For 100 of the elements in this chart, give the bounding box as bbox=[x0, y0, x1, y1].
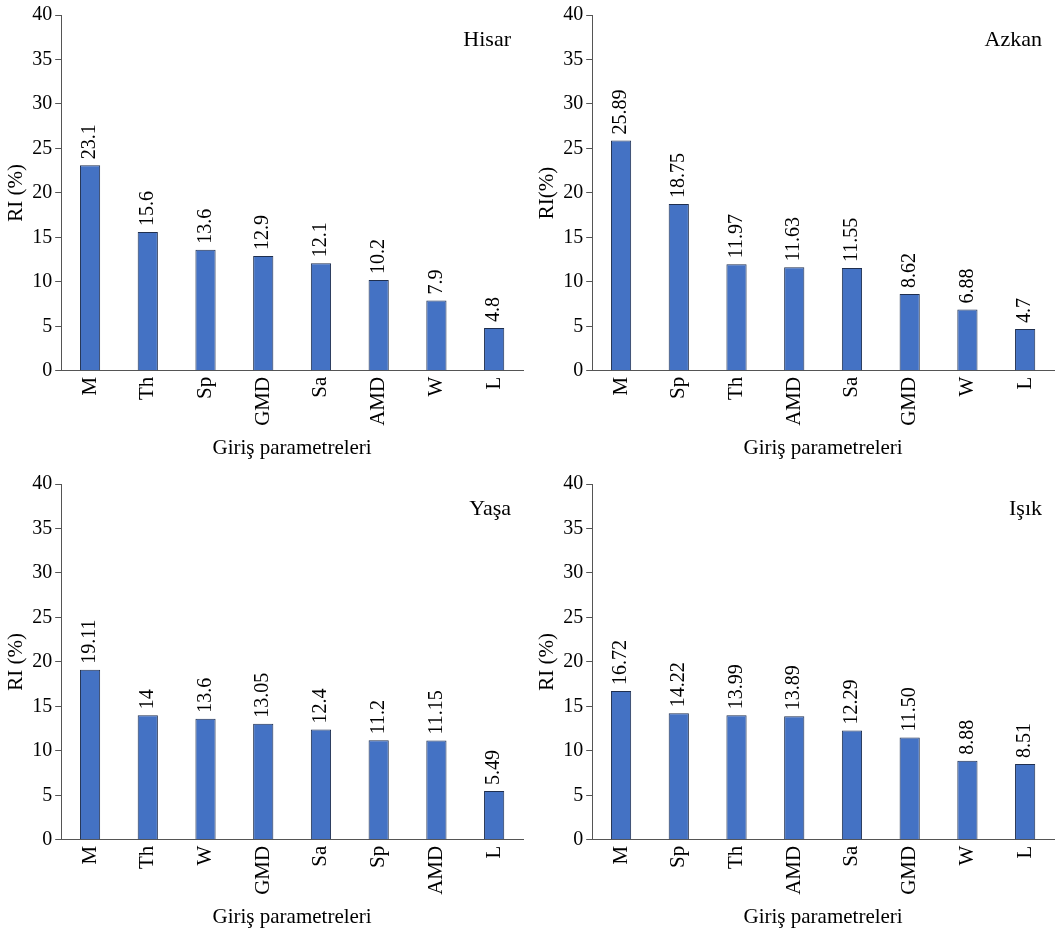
y-tick-label: 25 bbox=[32, 604, 53, 627]
data-label: 14.22 bbox=[666, 662, 689, 708]
x-tick-label: M bbox=[607, 376, 632, 396]
data-label: 11.63 bbox=[781, 217, 804, 262]
y-tick-label: 35 bbox=[32, 46, 53, 69]
data-label: 15.6 bbox=[135, 191, 158, 227]
y-tick-label: 20 bbox=[32, 180, 53, 203]
x-tick-label: M bbox=[76, 845, 101, 865]
data-label: 14 bbox=[135, 689, 158, 710]
y-tick-label: 0 bbox=[573, 827, 584, 850]
x-tick-label: Th bbox=[134, 376, 159, 401]
x-tick-label: W bbox=[422, 376, 447, 397]
y-tick-label: 20 bbox=[563, 180, 584, 203]
x-tick-label: GMD bbox=[249, 376, 274, 426]
x-tick-label: GMD bbox=[896, 376, 921, 426]
data-label: 12.29 bbox=[839, 679, 862, 725]
data-label: 11.55 bbox=[839, 217, 862, 263]
y-tick-label: 35 bbox=[32, 515, 53, 538]
x-tick-label: GMD bbox=[249, 845, 274, 895]
y-tick-label: 30 bbox=[32, 91, 53, 114]
y-tick-label: 40 bbox=[32, 471, 53, 494]
x-tick-label: L bbox=[480, 845, 505, 859]
y-axis-title: RI (%) bbox=[3, 633, 28, 691]
y-tick-label: 35 bbox=[563, 46, 584, 69]
y-axis-title: RI (%) bbox=[534, 633, 559, 691]
y-tick-label: 5 bbox=[42, 782, 53, 805]
x-tick-label: Sa bbox=[307, 845, 332, 867]
y-tick-label: 20 bbox=[32, 649, 53, 672]
y-tick-label: 40 bbox=[563, 471, 584, 494]
y-tick-label: 0 bbox=[42, 827, 53, 850]
y-axis-title: RI (%) bbox=[3, 164, 28, 222]
data-label: 18.75 bbox=[666, 153, 689, 199]
y-tick-label: 25 bbox=[563, 604, 584, 627]
x-tick-label: W bbox=[953, 845, 978, 866]
y-tick-label: 0 bbox=[42, 358, 53, 381]
x-tick-label: Sp bbox=[665, 376, 690, 399]
x-tick-label: Sp bbox=[192, 376, 217, 399]
data-label: 8.88 bbox=[954, 719, 977, 755]
data-label: 10.2 bbox=[365, 239, 388, 275]
x-tick-label: AMD bbox=[780, 376, 805, 426]
x-tick-label: GMD bbox=[896, 845, 921, 895]
text: Azkan bbox=[984, 25, 1042, 51]
y-tick-label: 0 bbox=[573, 358, 584, 381]
y-tick-label: 5 bbox=[573, 782, 584, 805]
data-label: 13.89 bbox=[781, 665, 804, 711]
x-axis-title: Giriş parametreleri bbox=[212, 434, 372, 459]
data-label: 16.72 bbox=[608, 640, 631, 686]
data-label: 11.97 bbox=[723, 214, 746, 259]
x-tick-label: Th bbox=[723, 845, 748, 870]
data-label: 12.1 bbox=[308, 222, 331, 258]
data-label: 6.88 bbox=[954, 268, 977, 304]
text: Işık bbox=[1009, 494, 1042, 520]
x-tick-label: M bbox=[76, 376, 101, 396]
x-axis-title: Giriş parametreleri bbox=[743, 434, 903, 459]
y-tick-label: 15 bbox=[563, 224, 584, 247]
y-axis-title: RI(%) bbox=[534, 166, 559, 220]
data-label: 11.2 bbox=[365, 699, 388, 735]
y-tick-label: 25 bbox=[563, 135, 584, 158]
data-label: 23.1 bbox=[77, 124, 100, 160]
x-axis-title: Giriş parametreleri bbox=[212, 903, 372, 928]
y-tick-label: 30 bbox=[563, 91, 584, 114]
y-tick-label: 30 bbox=[32, 560, 53, 583]
y-tick-label: 30 bbox=[563, 560, 584, 583]
y-tick-label: 10 bbox=[563, 738, 584, 761]
x-tick-label: L bbox=[480, 376, 505, 390]
x-tick-label: AMD bbox=[422, 845, 447, 895]
x-tick-label: L bbox=[1011, 376, 1036, 390]
x-tick-label: W bbox=[953, 376, 978, 397]
x-tick-label: W bbox=[192, 845, 217, 866]
y-tick-label: 10 bbox=[563, 269, 584, 292]
data-label: 12.4 bbox=[308, 688, 331, 724]
x-tick-label: M bbox=[607, 845, 632, 865]
x-tick-label: AMD bbox=[365, 376, 390, 426]
data-label: 8.51 bbox=[1012, 723, 1035, 759]
data-label: 13.05 bbox=[250, 672, 273, 718]
x-tick-label: Sp bbox=[365, 845, 390, 868]
y-tick-label: 5 bbox=[42, 313, 53, 336]
data-label: 8.62 bbox=[896, 253, 919, 289]
y-tick-label: 5 bbox=[573, 313, 584, 336]
data-label: 13.6 bbox=[192, 677, 215, 713]
x-tick-label: Th bbox=[134, 845, 159, 870]
data-label: 4.8 bbox=[481, 297, 504, 323]
x-tick-label: Sa bbox=[838, 376, 863, 398]
x-tick-label: Sa bbox=[307, 376, 332, 398]
y-tick-label: 10 bbox=[32, 269, 53, 292]
data-label: 25.89 bbox=[608, 89, 631, 135]
y-tick-label: 40 bbox=[563, 2, 584, 25]
x-tick-label: AMD bbox=[780, 845, 805, 895]
data-label: 4.7 bbox=[1012, 297, 1035, 323]
data-label: 11.15 bbox=[423, 690, 446, 735]
data-label: 7.9 bbox=[423, 269, 446, 295]
x-tick-label: L bbox=[1011, 845, 1036, 859]
y-tick-label: 15 bbox=[563, 693, 584, 716]
y-tick-label: 20 bbox=[563, 649, 584, 672]
data-label: 12.9 bbox=[250, 215, 273, 251]
data-label: 19.11 bbox=[77, 619, 100, 664]
y-tick-label: 10 bbox=[32, 738, 53, 761]
x-tick-label: Sp bbox=[665, 845, 690, 868]
y-tick-label: 15 bbox=[32, 693, 53, 716]
y-tick-label: 35 bbox=[563, 515, 584, 538]
